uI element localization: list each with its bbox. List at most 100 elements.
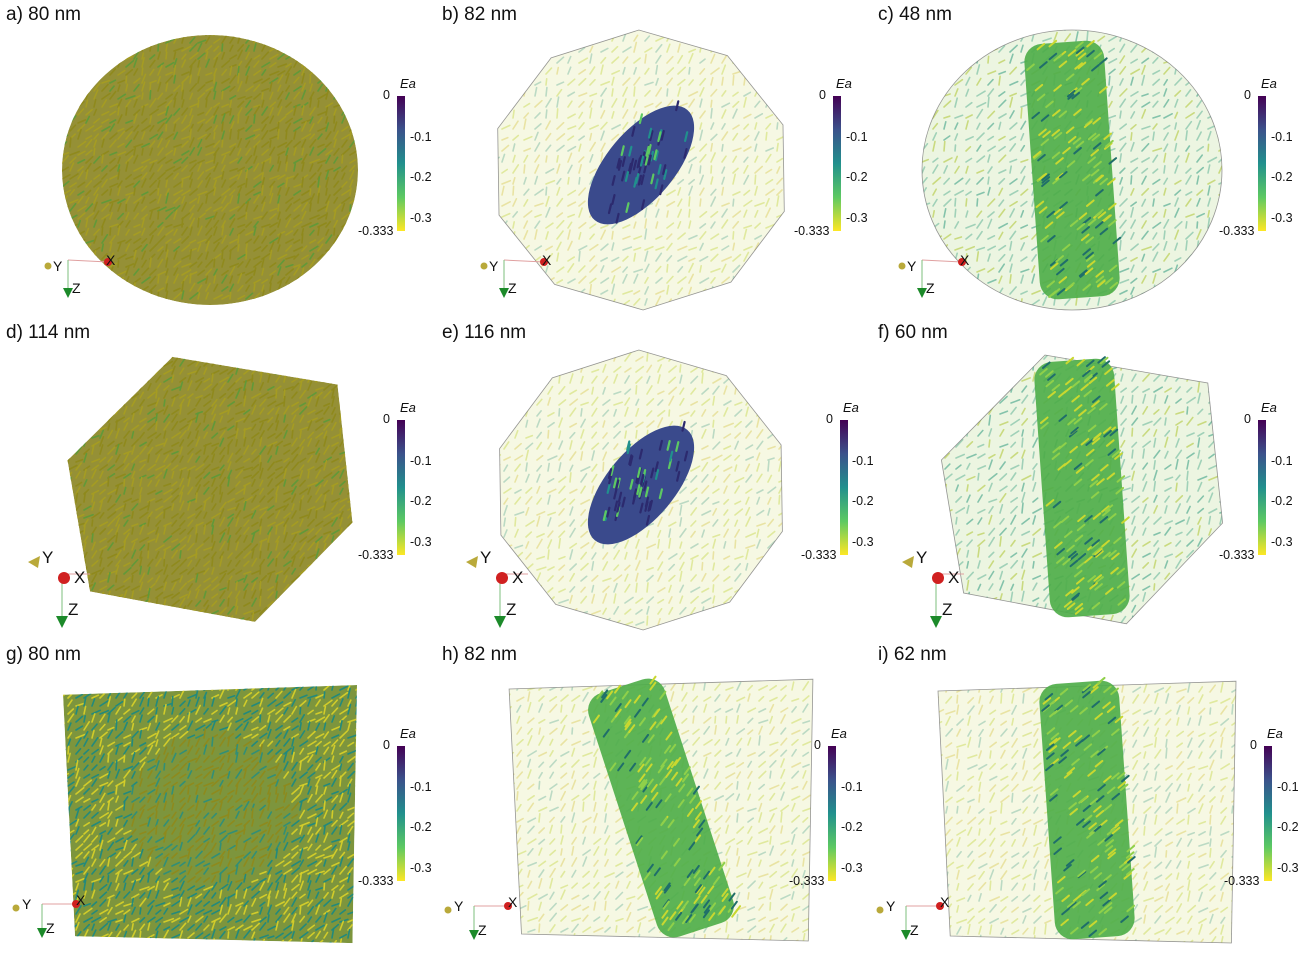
colorbar-tick-4: -0.333 bbox=[358, 224, 394, 238]
colorbar-title: Ea bbox=[843, 400, 859, 415]
panel-label: d) 114 nm bbox=[6, 322, 91, 343]
panel-a: a) 80 nm Ea 0 -0.1 -0.2 -0.3 -0.333 Y X … bbox=[0, 0, 436, 320]
panel-label: e) 116 nm bbox=[442, 322, 527, 343]
colorbar bbox=[840, 420, 848, 555]
axis-x-label: X bbox=[960, 252, 970, 268]
colorbar-tick-2: -0.2 bbox=[410, 494, 432, 508]
colorbar-tick-4: -0.333 bbox=[1219, 548, 1255, 562]
colorbar-tick-4: -0.333 bbox=[358, 874, 394, 888]
colorbar bbox=[397, 96, 405, 231]
axis-y-label: Y bbox=[454, 898, 464, 914]
skyrmion-core bbox=[587, 420, 695, 545]
panel-label: g) 80 nm bbox=[6, 644, 81, 665]
panel-h: h) 82 nm Ea 0 -0.1 -0.2 -0.3 -0.333 Y X … bbox=[436, 640, 872, 960]
colorbar-tick-3: -0.3 bbox=[410, 861, 432, 875]
axis-z-label: Z bbox=[942, 600, 953, 619]
colorbar-tick-2: -0.2 bbox=[852, 494, 874, 508]
colorbar-tick-1: -0.1 bbox=[410, 130, 432, 144]
panel-c: c) 48 nm Ea 0 -0.1 -0.2 -0.3 -0.333 Y X … bbox=[872, 0, 1308, 320]
colorbar-tick-3: -0.3 bbox=[1271, 535, 1293, 549]
colorbar bbox=[1258, 96, 1266, 231]
colorbar-title: Ea bbox=[400, 76, 416, 91]
colorbar-tick-3: -0.3 bbox=[1271, 211, 1293, 225]
panel-label: a) 80 nm bbox=[6, 4, 81, 25]
skyrmion-tube bbox=[1039, 676, 1136, 940]
axis-x-label: X bbox=[74, 568, 86, 587]
colorbar-tick-2: -0.2 bbox=[1271, 494, 1293, 508]
colorbar bbox=[828, 746, 836, 881]
colorbar bbox=[1258, 420, 1266, 555]
axes-triad: Y X Z bbox=[6, 890, 96, 945]
arrow-field-render bbox=[62, 35, 358, 305]
panel-b: b) 82 nm Ea 0 -0.1 -0.2 -0.3 -0.333 Y X … bbox=[436, 0, 872, 320]
axis-x-label: X bbox=[508, 894, 518, 910]
panel-label: b) 82 nm bbox=[442, 4, 517, 25]
colorbar-tick-0: 0 bbox=[383, 412, 390, 426]
axis-z-label: Z bbox=[926, 280, 935, 296]
colorbar bbox=[397, 420, 405, 555]
colorbar-title: Ea bbox=[1261, 76, 1277, 91]
colorbar-title: Ea bbox=[1267, 726, 1283, 741]
panel-label: h) 82 nm bbox=[442, 644, 517, 665]
colorbar-tick-0: 0 bbox=[1244, 88, 1251, 102]
panel-d: d) 114 nm Ea 0 -0.1 -0.2 -0.3 -0.333 Y X… bbox=[0, 318, 436, 638]
colorbar-title: Ea bbox=[831, 726, 847, 741]
axes-triad: Y X Z bbox=[896, 544, 986, 639]
colorbar bbox=[397, 746, 405, 881]
colorbar-title: Ea bbox=[1261, 400, 1277, 415]
axis-z-label: Z bbox=[72, 280, 81, 296]
colorbar-tick-1: -0.1 bbox=[1271, 130, 1293, 144]
colorbar-tick-4: -0.333 bbox=[1224, 874, 1260, 888]
arrow-field-render bbox=[67, 356, 353, 622]
colorbar-tick-1: -0.1 bbox=[410, 454, 432, 468]
axis-x-label: X bbox=[106, 252, 116, 268]
skyrmion-tube bbox=[588, 675, 742, 938]
colorbar-tick-2: -0.2 bbox=[410, 820, 432, 834]
axis-y-label: Y bbox=[53, 258, 63, 274]
arrow-field-render bbox=[937, 676, 1237, 944]
colorbar-tick-2: -0.2 bbox=[841, 820, 863, 834]
axis-x-label: X bbox=[76, 892, 86, 908]
axis-z-label: Z bbox=[478, 922, 487, 938]
colorbar-tick-0: 0 bbox=[826, 412, 833, 426]
colorbar-title: Ea bbox=[400, 726, 416, 741]
colorbar-tick-0: 0 bbox=[1244, 412, 1251, 426]
colorbar-tick-1: -0.1 bbox=[410, 780, 432, 794]
colorbar-tick-4: -0.333 bbox=[358, 548, 394, 562]
colorbar-tick-3: -0.3 bbox=[846, 211, 868, 225]
colorbar bbox=[1264, 746, 1272, 881]
colorbar-tick-0: 0 bbox=[383, 88, 390, 102]
axes-triad: Y X Z bbox=[894, 250, 984, 305]
colorbar-tick-0: 0 bbox=[819, 88, 826, 102]
colorbar-tick-1: -0.1 bbox=[1271, 454, 1293, 468]
axis-y-label: Y bbox=[22, 896, 32, 912]
colorbar-tick-3: -0.3 bbox=[410, 535, 432, 549]
arrow-field-render bbox=[940, 354, 1224, 625]
skyrmion-tube bbox=[1024, 39, 1122, 300]
panel-i: i) 62 nm Ea 0 -0.1 -0.2 -0.3 -0.333 Y X … bbox=[872, 640, 1308, 960]
axes-triad: Y X Z bbox=[22, 544, 112, 639]
axis-z-label: Z bbox=[508, 280, 517, 296]
colorbar-tick-0: 0 bbox=[383, 738, 390, 752]
axes-triad: Y X Z bbox=[460, 544, 550, 639]
colorbar-tick-1: -0.1 bbox=[846, 130, 868, 144]
arrow-field-render bbox=[921, 29, 1223, 311]
colorbar-tick-2: -0.2 bbox=[1271, 170, 1293, 184]
colorbar-tick-2: -0.2 bbox=[410, 170, 432, 184]
colorbar-tick-3: -0.3 bbox=[841, 861, 863, 875]
colorbar-tick-4: -0.333 bbox=[789, 874, 825, 888]
axis-z-label: Z bbox=[910, 922, 919, 938]
axis-z-label: Z bbox=[506, 600, 517, 619]
colorbar-tick-4: -0.333 bbox=[794, 224, 830, 238]
axis-y-label: Y bbox=[886, 898, 896, 914]
axis-y-label: Y bbox=[489, 258, 499, 274]
panel-f: f) 60 nm Ea 0 -0.1 -0.2 -0.3 -0.333 Y X … bbox=[872, 318, 1308, 638]
colorbar-tick-4: -0.333 bbox=[1219, 224, 1255, 238]
axes-triad: Y X Z bbox=[438, 892, 528, 947]
panel-label: f) 60 nm bbox=[878, 322, 948, 343]
colorbar-tick-3: -0.3 bbox=[410, 211, 432, 225]
axes-triad: Y X Z bbox=[476, 250, 566, 305]
axis-x-label: X bbox=[940, 894, 950, 910]
colorbar-tick-3: -0.3 bbox=[852, 535, 874, 549]
axis-y-label: Y bbox=[42, 548, 54, 567]
